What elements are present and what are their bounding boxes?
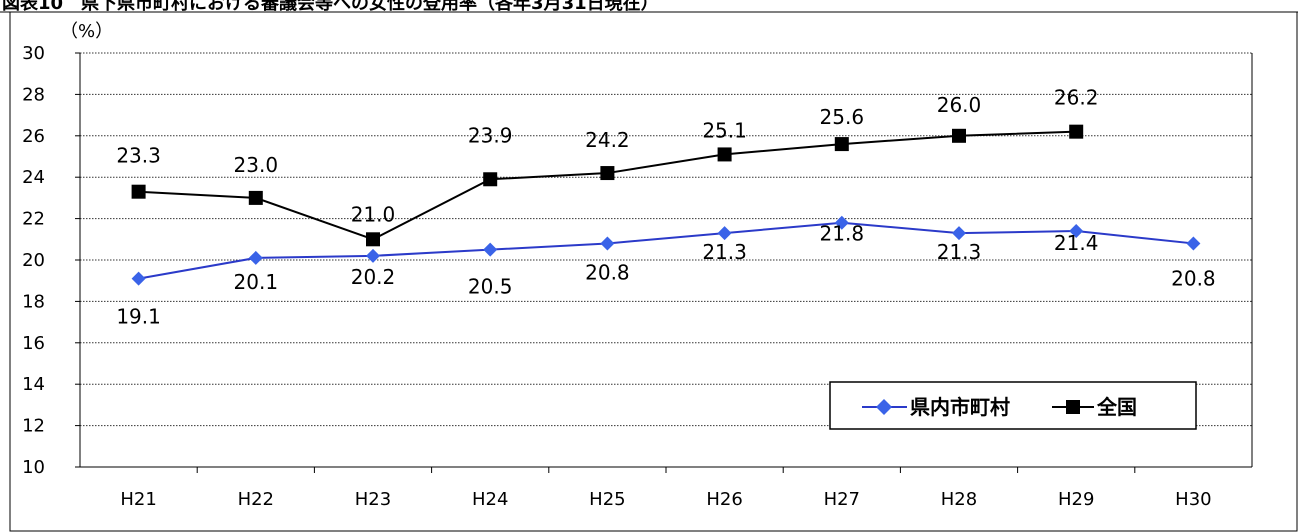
x-tick-label: H30 bbox=[1175, 489, 1211, 510]
data-point-diamond bbox=[952, 226, 966, 241]
series-line-prefecture bbox=[138, 221, 1194, 280]
data-point-diamond bbox=[600, 236, 615, 251]
y-tick-label: 12 bbox=[22, 416, 45, 437]
y-tick-label: 16 bbox=[22, 333, 45, 354]
data-point-square bbox=[952, 128, 966, 143]
y-tick-label: 14 bbox=[22, 374, 45, 395]
data-label: 26.0 bbox=[937, 93, 982, 117]
y-tick-label: 20 bbox=[22, 250, 45, 271]
data-point-square bbox=[1069, 124, 1084, 139]
data-label: 21.0 bbox=[351, 202, 396, 226]
data-point-square bbox=[366, 232, 380, 247]
data-point-diamond bbox=[131, 271, 146, 286]
data-label: 23.9 bbox=[468, 123, 513, 147]
y-tick-label: 24 bbox=[22, 167, 45, 188]
x-tick-label: H25 bbox=[589, 489, 625, 510]
legend-label-national: 全国 bbox=[1096, 395, 1137, 419]
legend-square-icon bbox=[1066, 400, 1080, 414]
y-axis-label: （%） bbox=[60, 21, 113, 42]
data-label: 20.8 bbox=[585, 260, 630, 284]
data-point-square bbox=[483, 172, 498, 187]
data-point-diamond bbox=[717, 226, 732, 241]
data-label: 20.5 bbox=[468, 275, 513, 299]
data-point-diamond bbox=[248, 250, 263, 265]
data-label: 21.3 bbox=[937, 240, 982, 264]
data-point-square bbox=[131, 184, 146, 199]
data-point-diamond bbox=[1069, 224, 1084, 239]
legend-diamond-icon bbox=[876, 399, 892, 415]
x-tick-label: H27 bbox=[824, 489, 860, 510]
data-point-diamond bbox=[1186, 236, 1201, 251]
data-label: 21.8 bbox=[820, 222, 865, 246]
x-tick-label: H26 bbox=[706, 489, 742, 510]
data-label: 21.3 bbox=[702, 240, 747, 264]
grid-layer bbox=[80, 52, 1252, 427]
data-point-square bbox=[717, 147, 732, 162]
data-label: 19.1 bbox=[116, 305, 161, 329]
x-tick-label: H22 bbox=[238, 489, 274, 510]
data-label: 23.3 bbox=[116, 144, 161, 168]
y-tick-label: 28 bbox=[22, 84, 45, 105]
data-label: 24.2 bbox=[585, 128, 630, 152]
axes-layer bbox=[75, 52, 1253, 473]
x-tick-label: H29 bbox=[1058, 489, 1094, 510]
legend-label-prefecture: 県内市町村 bbox=[910, 395, 1010, 419]
x-tick-label: H28 bbox=[941, 489, 977, 510]
data-point-square bbox=[834, 137, 849, 152]
chart-frame bbox=[9, 11, 1298, 532]
x-tick-label: H23 bbox=[355, 489, 391, 510]
x-tick-label: H21 bbox=[120, 489, 156, 510]
x-tick-labels: H21 H22 H23 H24 H25 H26 H27 H28 H29 H30 bbox=[120, 489, 1211, 510]
data-label: 20.1 bbox=[234, 270, 279, 294]
y-tick-label: 30 bbox=[22, 43, 45, 64]
series-layer bbox=[131, 124, 1201, 286]
data-point-diamond bbox=[834, 215, 849, 230]
chart-caption-strip: 図表10 県下県市町村における審議会等への女性の登用率（各年3月31日現在） bbox=[0, 0, 1298, 12]
legend: 県内市町村 全国 bbox=[829, 381, 1197, 430]
x-tick-label: H24 bbox=[472, 489, 508, 510]
data-label: 21.4 bbox=[1054, 231, 1099, 255]
y-tick-label: 22 bbox=[22, 209, 45, 230]
y-tick-label: 26 bbox=[22, 126, 45, 147]
legend-box bbox=[829, 381, 1197, 430]
data-label: 25.6 bbox=[820, 105, 865, 129]
y-tick-label: 10 bbox=[22, 457, 45, 478]
data-label: 20.8 bbox=[1171, 266, 1216, 290]
data-label: 20.2 bbox=[351, 265, 396, 289]
data-point-diamond bbox=[483, 242, 498, 257]
chart-caption: 図表10 県下県市町村における審議会等への女性の登用率（各年3月31日現在） bbox=[2, 0, 659, 12]
data-label: 25.1 bbox=[702, 118, 747, 142]
data-point-square bbox=[600, 166, 615, 181]
data-label: 23.0 bbox=[234, 153, 279, 177]
data-labels: 19.1 20.1 20.2 20.5 20.8 21.3 21.8 21.3 21.4 20.8… bbox=[116, 86, 1215, 329]
data-label: 26.2 bbox=[1054, 86, 1099, 110]
y-tick-label: 18 bbox=[22, 291, 45, 312]
data-point-diamond bbox=[366, 248, 380, 263]
data-point-square bbox=[248, 190, 263, 205]
y-tick-labels: 10 12 14 16 18 20 22 24 26 28 30 bbox=[22, 43, 45, 478]
